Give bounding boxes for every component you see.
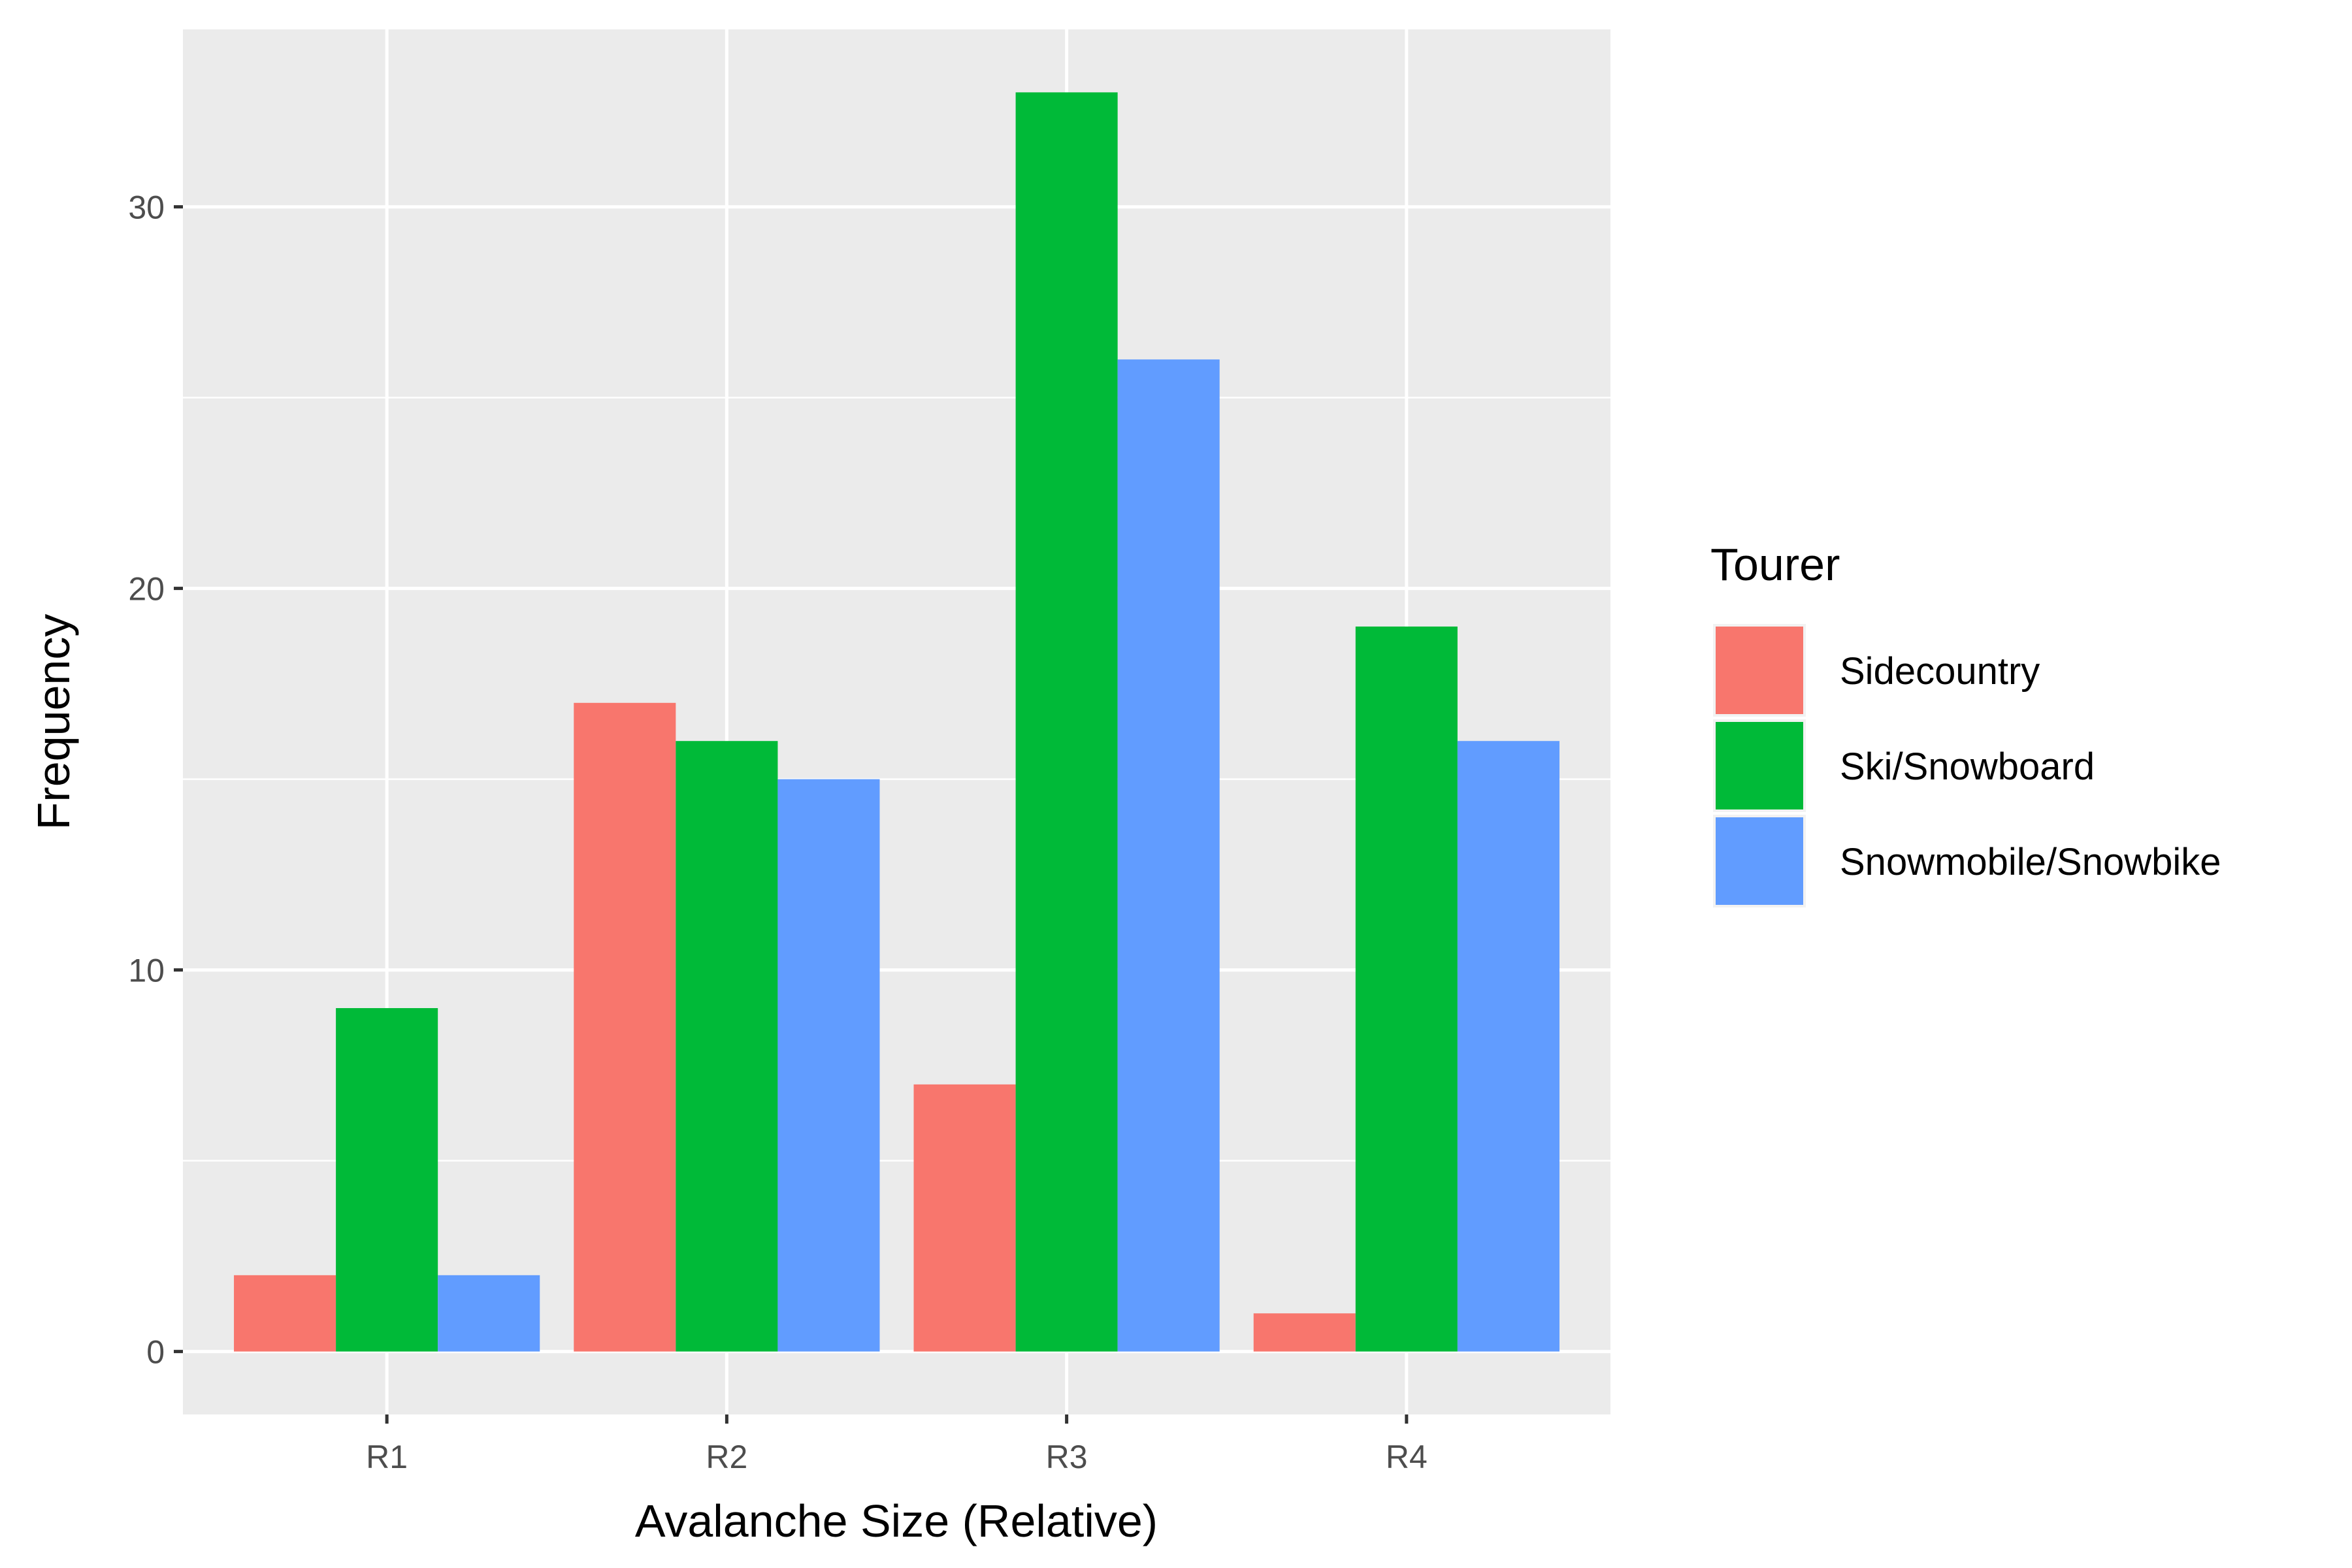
bar-R1-snowmobile-snowbike [438, 1275, 540, 1352]
legend-key-ski-snowboard [1716, 722, 1803, 809]
legend-label: Sidecountry [1840, 650, 2040, 693]
x-tick-label: R1 [366, 1439, 408, 1475]
x-tick-label: R3 [1046, 1439, 1088, 1475]
bar-R2-sidecountry [574, 702, 676, 1352]
bars [234, 92, 1560, 1352]
bar-R4-sidecountry [1253, 1313, 1356, 1352]
bar-R2-snowmobile-snowbike [777, 779, 880, 1352]
bar-R2-ski-snowboard [676, 741, 778, 1352]
y-axis: 0 10 20 30 [128, 189, 183, 1371]
x-tick-label: R4 [1386, 1439, 1428, 1475]
y-tick-label: 0 [146, 1334, 165, 1371]
x-axis: R1 R2 R3 R4 [366, 1414, 1428, 1475]
bar-R4-ski-snowboard [1355, 626, 1458, 1352]
legend-label: Ski/Snowboard [1840, 745, 2095, 788]
bar-R1-ski-snowboard [336, 1008, 438, 1352]
legend-key-sidecountry [1716, 627, 1803, 714]
bar-R3-snowmobile-snowbike [1117, 359, 1220, 1352]
y-tick-label: 10 [128, 953, 165, 989]
bar-R3-ski-snowboard [1015, 92, 1118, 1352]
y-axis-title: Frequency [28, 614, 79, 830]
y-tick-label: 20 [128, 571, 165, 608]
bar-R3-sidecountry [913, 1084, 1016, 1352]
legend: Tourer Sidecountry Ski/Snowboard Snowmobil… [1710, 539, 2221, 907]
bar-R4-snowmobile-snowbike [1457, 741, 1560, 1352]
legend-title: Tourer [1710, 539, 1840, 590]
y-tick-label: 30 [128, 189, 165, 226]
legend-key-snowmobile-snowbike [1716, 817, 1803, 905]
x-tick-label: R2 [706, 1439, 747, 1475]
legend-label: Snowmobile/Snowbike [1840, 841, 2221, 883]
x-axis-title: Avalanche Size (Relative) [635, 1495, 1158, 1546]
bar-R1-sidecountry [234, 1275, 336, 1352]
